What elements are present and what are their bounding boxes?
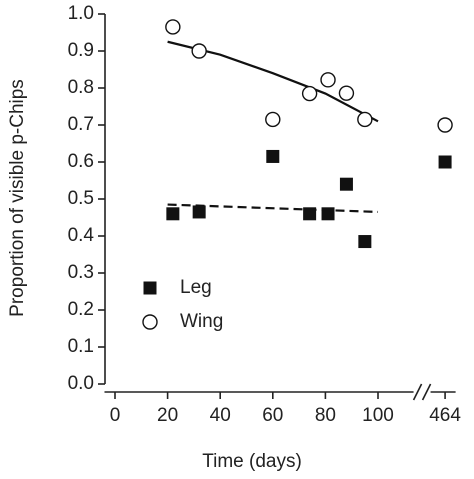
y-tick-label: 0.9 — [68, 40, 94, 61]
axis-break — [412, 383, 423, 401]
y-tick-label: 0.2 — [68, 299, 94, 320]
point — [303, 207, 317, 221]
legend-label: Leg — [180, 277, 212, 298]
point — [301, 85, 318, 102]
x-tick-label: 20 — [157, 405, 178, 426]
point — [321, 207, 335, 221]
legend-marker — [142, 314, 158, 330]
y-tick-label: 0.7 — [68, 114, 94, 135]
y-tick-label: 0.8 — [68, 77, 94, 98]
y-tick-label: 0.3 — [68, 262, 94, 283]
point — [357, 111, 373, 128]
point — [358, 235, 372, 249]
point — [437, 117, 453, 133]
x-tick-label: 60 — [262, 405, 283, 426]
x-tick-label: 40 — [210, 405, 231, 426]
x-tick-label: 0 — [110, 405, 121, 426]
y-tick-label: 0.0 — [68, 373, 94, 394]
point — [438, 155, 452, 169]
point — [266, 149, 280, 163]
axis-break — [421, 383, 432, 401]
point — [338, 85, 355, 101]
point — [339, 177, 353, 191]
y-tick-label: 1.0 — [68, 3, 94, 24]
y-tick-label: 0.5 — [68, 188, 94, 209]
x-axis-label: Time (days) — [202, 451, 302, 472]
point — [192, 205, 206, 219]
x-tick-label: 80 — [315, 405, 336, 426]
y-tick-label: 0.1 — [68, 336, 94, 357]
point — [265, 111, 281, 128]
point — [166, 207, 180, 221]
point — [165, 19, 181, 35]
y-axis-label: Proportion of visible p-Chips — [7, 79, 28, 317]
y-tick-label: 0.4 — [68, 225, 95, 246]
legend-label: Wing — [180, 311, 223, 332]
x-tick-label: 464 — [429, 405, 461, 426]
point — [320, 72, 336, 88]
y-tick-label: 0.6 — [68, 151, 94, 172]
x-tick-label: 100 — [362, 405, 394, 426]
point — [191, 43, 207, 59]
legend-marker — [143, 281, 157, 295]
